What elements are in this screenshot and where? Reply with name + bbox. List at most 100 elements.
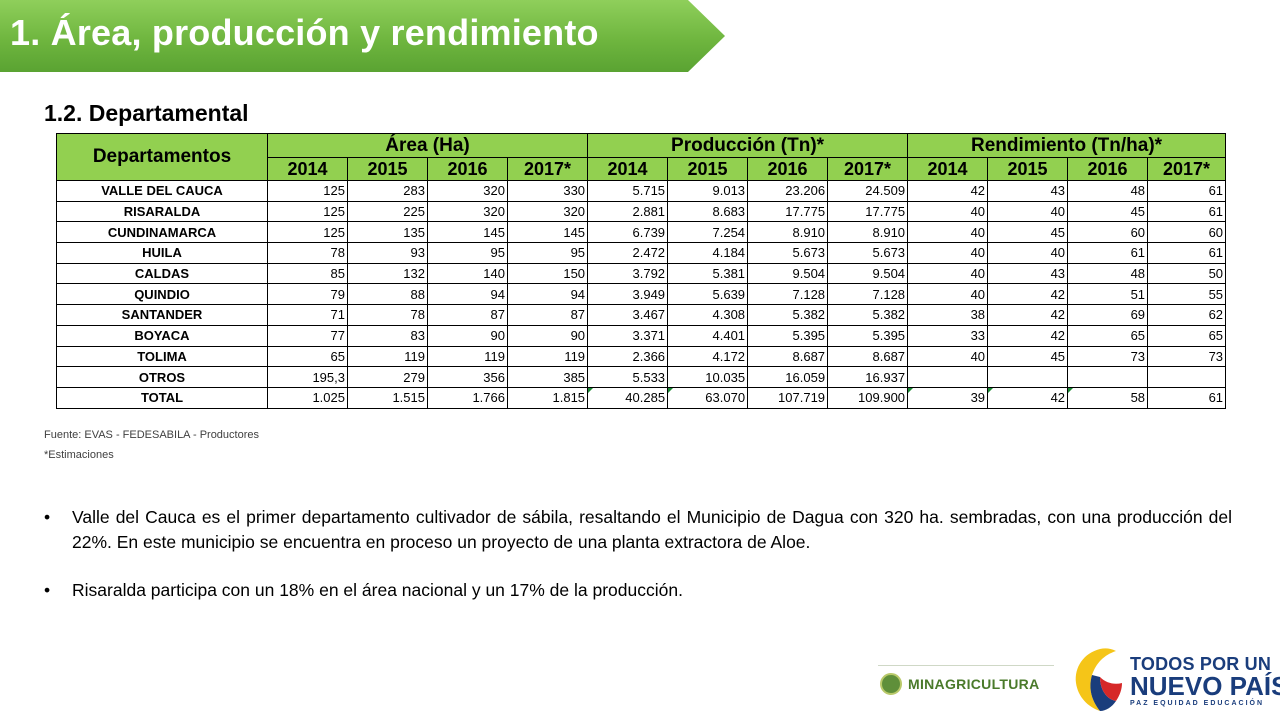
produccion-cell: 107.719 bbox=[747, 386, 829, 409]
produccion-cell: 6.739 bbox=[587, 221, 669, 244]
rendimiento-cell: 61 bbox=[1147, 180, 1227, 202]
produccion-cell: 40.285 bbox=[587, 386, 669, 409]
produccion-cell: 4.401 bbox=[667, 324, 749, 347]
bullet-item: • Valle del Cauca es el primer departame… bbox=[44, 505, 1232, 555]
department-cell: VALLE DEL CAUCA bbox=[56, 180, 268, 202]
rendimiento-cell: 40 bbox=[907, 200, 989, 223]
area-cell: 90 bbox=[506, 324, 589, 347]
rendimiento-cell: 65 bbox=[1147, 324, 1227, 347]
rendimiento-cell: 61 bbox=[1147, 386, 1227, 409]
rendimiento-cell: 73 bbox=[1147, 345, 1227, 368]
estimate-note: *Estimaciones bbox=[44, 449, 114, 461]
produccion-cell: 3.467 bbox=[587, 304, 669, 326]
todos-por-un-nuevo-pais-logo: TODOS POR UN NUEVO PAÍS PAZ EQUIDAD EDUC… bbox=[1130, 655, 1280, 707]
coat-of-arms-icon bbox=[880, 673, 902, 695]
year-header: 2014 bbox=[587, 157, 669, 181]
produccion-cell: 5.673 bbox=[747, 242, 829, 264]
produccion-cell: 9.013 bbox=[667, 180, 749, 202]
area-cell: 90 bbox=[427, 324, 508, 347]
department-cell: TOTAL bbox=[56, 386, 268, 409]
rendimiento-cell: 40 bbox=[987, 242, 1069, 264]
rendimiento-cell: 55 bbox=[1147, 283, 1227, 306]
table-body: VALLE DEL CAUCA 125 283 320 330 5.715 9.013 23.… bbox=[56, 180, 1227, 409]
produccion-cell: 4.308 bbox=[667, 304, 749, 326]
rendimiento-cell: 42 bbox=[987, 304, 1069, 326]
area-cell: 330 bbox=[506, 180, 589, 202]
produccion-cell: 23.206 bbox=[747, 180, 829, 202]
colombia-flag-logo-icon bbox=[1075, 648, 1122, 711]
rendimiento-cell: 58 bbox=[1067, 386, 1149, 409]
department-cell: RISARALDA bbox=[56, 200, 268, 223]
produccion-cell: 5.395 bbox=[747, 324, 829, 347]
produccion-cell: 5.381 bbox=[667, 262, 749, 285]
produccion-cell: 3.792 bbox=[587, 262, 669, 285]
area-cell: 145 bbox=[506, 221, 589, 244]
table-row: QUINDIO 79 88 94 94 3.949 5.639 7.128 7.128 40 42 5… bbox=[56, 283, 1227, 306]
table-row: OTROS 195,3 279 356 385 5.533 10.035 16.059 16.9… bbox=[56, 366, 1227, 388]
area-cell: 79 bbox=[267, 283, 348, 306]
area-cell: 125 bbox=[267, 200, 348, 223]
area-cell: 385 bbox=[506, 366, 589, 388]
rendimiento-cell: 61 bbox=[1147, 242, 1227, 264]
produccion-cell: 17.775 bbox=[827, 200, 909, 223]
table-row: TOTAL 1.025 1.515 1.766 1.815 40.285 63.070 107… bbox=[56, 386, 1227, 409]
area-cell: 83 bbox=[347, 324, 428, 347]
rendimiento-cell bbox=[1067, 366, 1149, 388]
rendimiento-cell: 40 bbox=[907, 242, 989, 264]
table-row: CUNDINAMARCA 125 135 145 145 6.739 7.254 8.910 8… bbox=[56, 221, 1227, 244]
bullet-text: Valle del Cauca es el primer departament… bbox=[72, 507, 1232, 552]
department-cell: TOLIMA bbox=[56, 345, 268, 368]
area-cell: 95 bbox=[427, 242, 508, 264]
produccion-cell: 5.533 bbox=[587, 366, 669, 388]
rendimiento-cell: 48 bbox=[1067, 180, 1149, 202]
rendimiento-cell: 42 bbox=[987, 324, 1069, 347]
table-row: HUILA 78 93 95 95 2.472 4.184 5.673 5.673 40 40 61 6… bbox=[56, 242, 1227, 264]
area-cell: 225 bbox=[347, 200, 428, 223]
rendimiento-cell: 45 bbox=[987, 345, 1069, 368]
rendimiento-cell: 65 bbox=[1067, 324, 1149, 347]
rendimiento-cell: 42 bbox=[987, 386, 1069, 409]
minagricultura-logo: MINAGRICULTURA bbox=[880, 670, 1039, 698]
bullet-icon: • bbox=[44, 507, 51, 527]
produccion-cell: 17.775 bbox=[747, 200, 829, 223]
header-produccion: Producción (Tn)* bbox=[587, 133, 909, 158]
table-row: BOYACA 77 83 90 90 3.371 4.401 5.395 5.395 33 42 65… bbox=[56, 324, 1227, 347]
produccion-cell: 8.910 bbox=[747, 221, 829, 244]
table-row: CALDAS 85 132 140 150 3.792 5.381 9.504 9.504 40 4… bbox=[56, 262, 1227, 285]
area-cell: 135 bbox=[347, 221, 428, 244]
department-cell: SANTANDER bbox=[56, 304, 268, 326]
area-cell: 150 bbox=[506, 262, 589, 285]
minagricultura-text: MINAGRICULTURA bbox=[908, 676, 1040, 692]
area-cell: 65 bbox=[267, 345, 348, 368]
area-cell: 1.025 bbox=[267, 386, 348, 409]
rendimiento-cell: 39 bbox=[907, 386, 989, 409]
rendimiento-cell: 43 bbox=[987, 180, 1069, 202]
area-cell: 195,3 bbox=[267, 366, 348, 388]
produccion-cell: 8.687 bbox=[827, 345, 909, 368]
department-cell: CALDAS bbox=[56, 262, 268, 285]
area-cell: 77 bbox=[267, 324, 348, 347]
area-cell: 125 bbox=[267, 221, 348, 244]
area-cell: 94 bbox=[506, 283, 589, 306]
year-header: 2016 bbox=[427, 157, 508, 181]
produccion-cell: 16.937 bbox=[827, 366, 909, 388]
department-cell: BOYACA bbox=[56, 324, 268, 347]
area-cell: 140 bbox=[427, 262, 508, 285]
area-cell: 85 bbox=[267, 262, 348, 285]
table-row: TOLIMA 65 119 119 119 2.366 4.172 8.687 8.687 40 4… bbox=[56, 345, 1227, 368]
rendimiento-cell bbox=[1147, 366, 1227, 388]
area-cell: 320 bbox=[506, 200, 589, 223]
area-cell: 78 bbox=[347, 304, 428, 326]
year-header: 2017* bbox=[506, 157, 589, 181]
produccion-cell: 16.059 bbox=[747, 366, 829, 388]
header-rendimiento: Rendimiento (Tn/ha)* bbox=[907, 133, 1227, 158]
department-cell: QUINDIO bbox=[56, 283, 268, 306]
area-cell: 125 bbox=[267, 180, 348, 202]
produccion-cell: 8.683 bbox=[667, 200, 749, 223]
department-cell: HUILA bbox=[56, 242, 268, 264]
logo-line-3: PAZ EQUIDAD EDUCACIÓN bbox=[1130, 700, 1265, 707]
section-subtitle: 1.2. Departamental bbox=[44, 100, 249, 126]
rendimiento-cell: 33 bbox=[907, 324, 989, 347]
source-note: Fuente: EVAS - FEDESABILA - Productores bbox=[44, 429, 259, 441]
rendimiento-cell: 50 bbox=[1147, 262, 1227, 285]
